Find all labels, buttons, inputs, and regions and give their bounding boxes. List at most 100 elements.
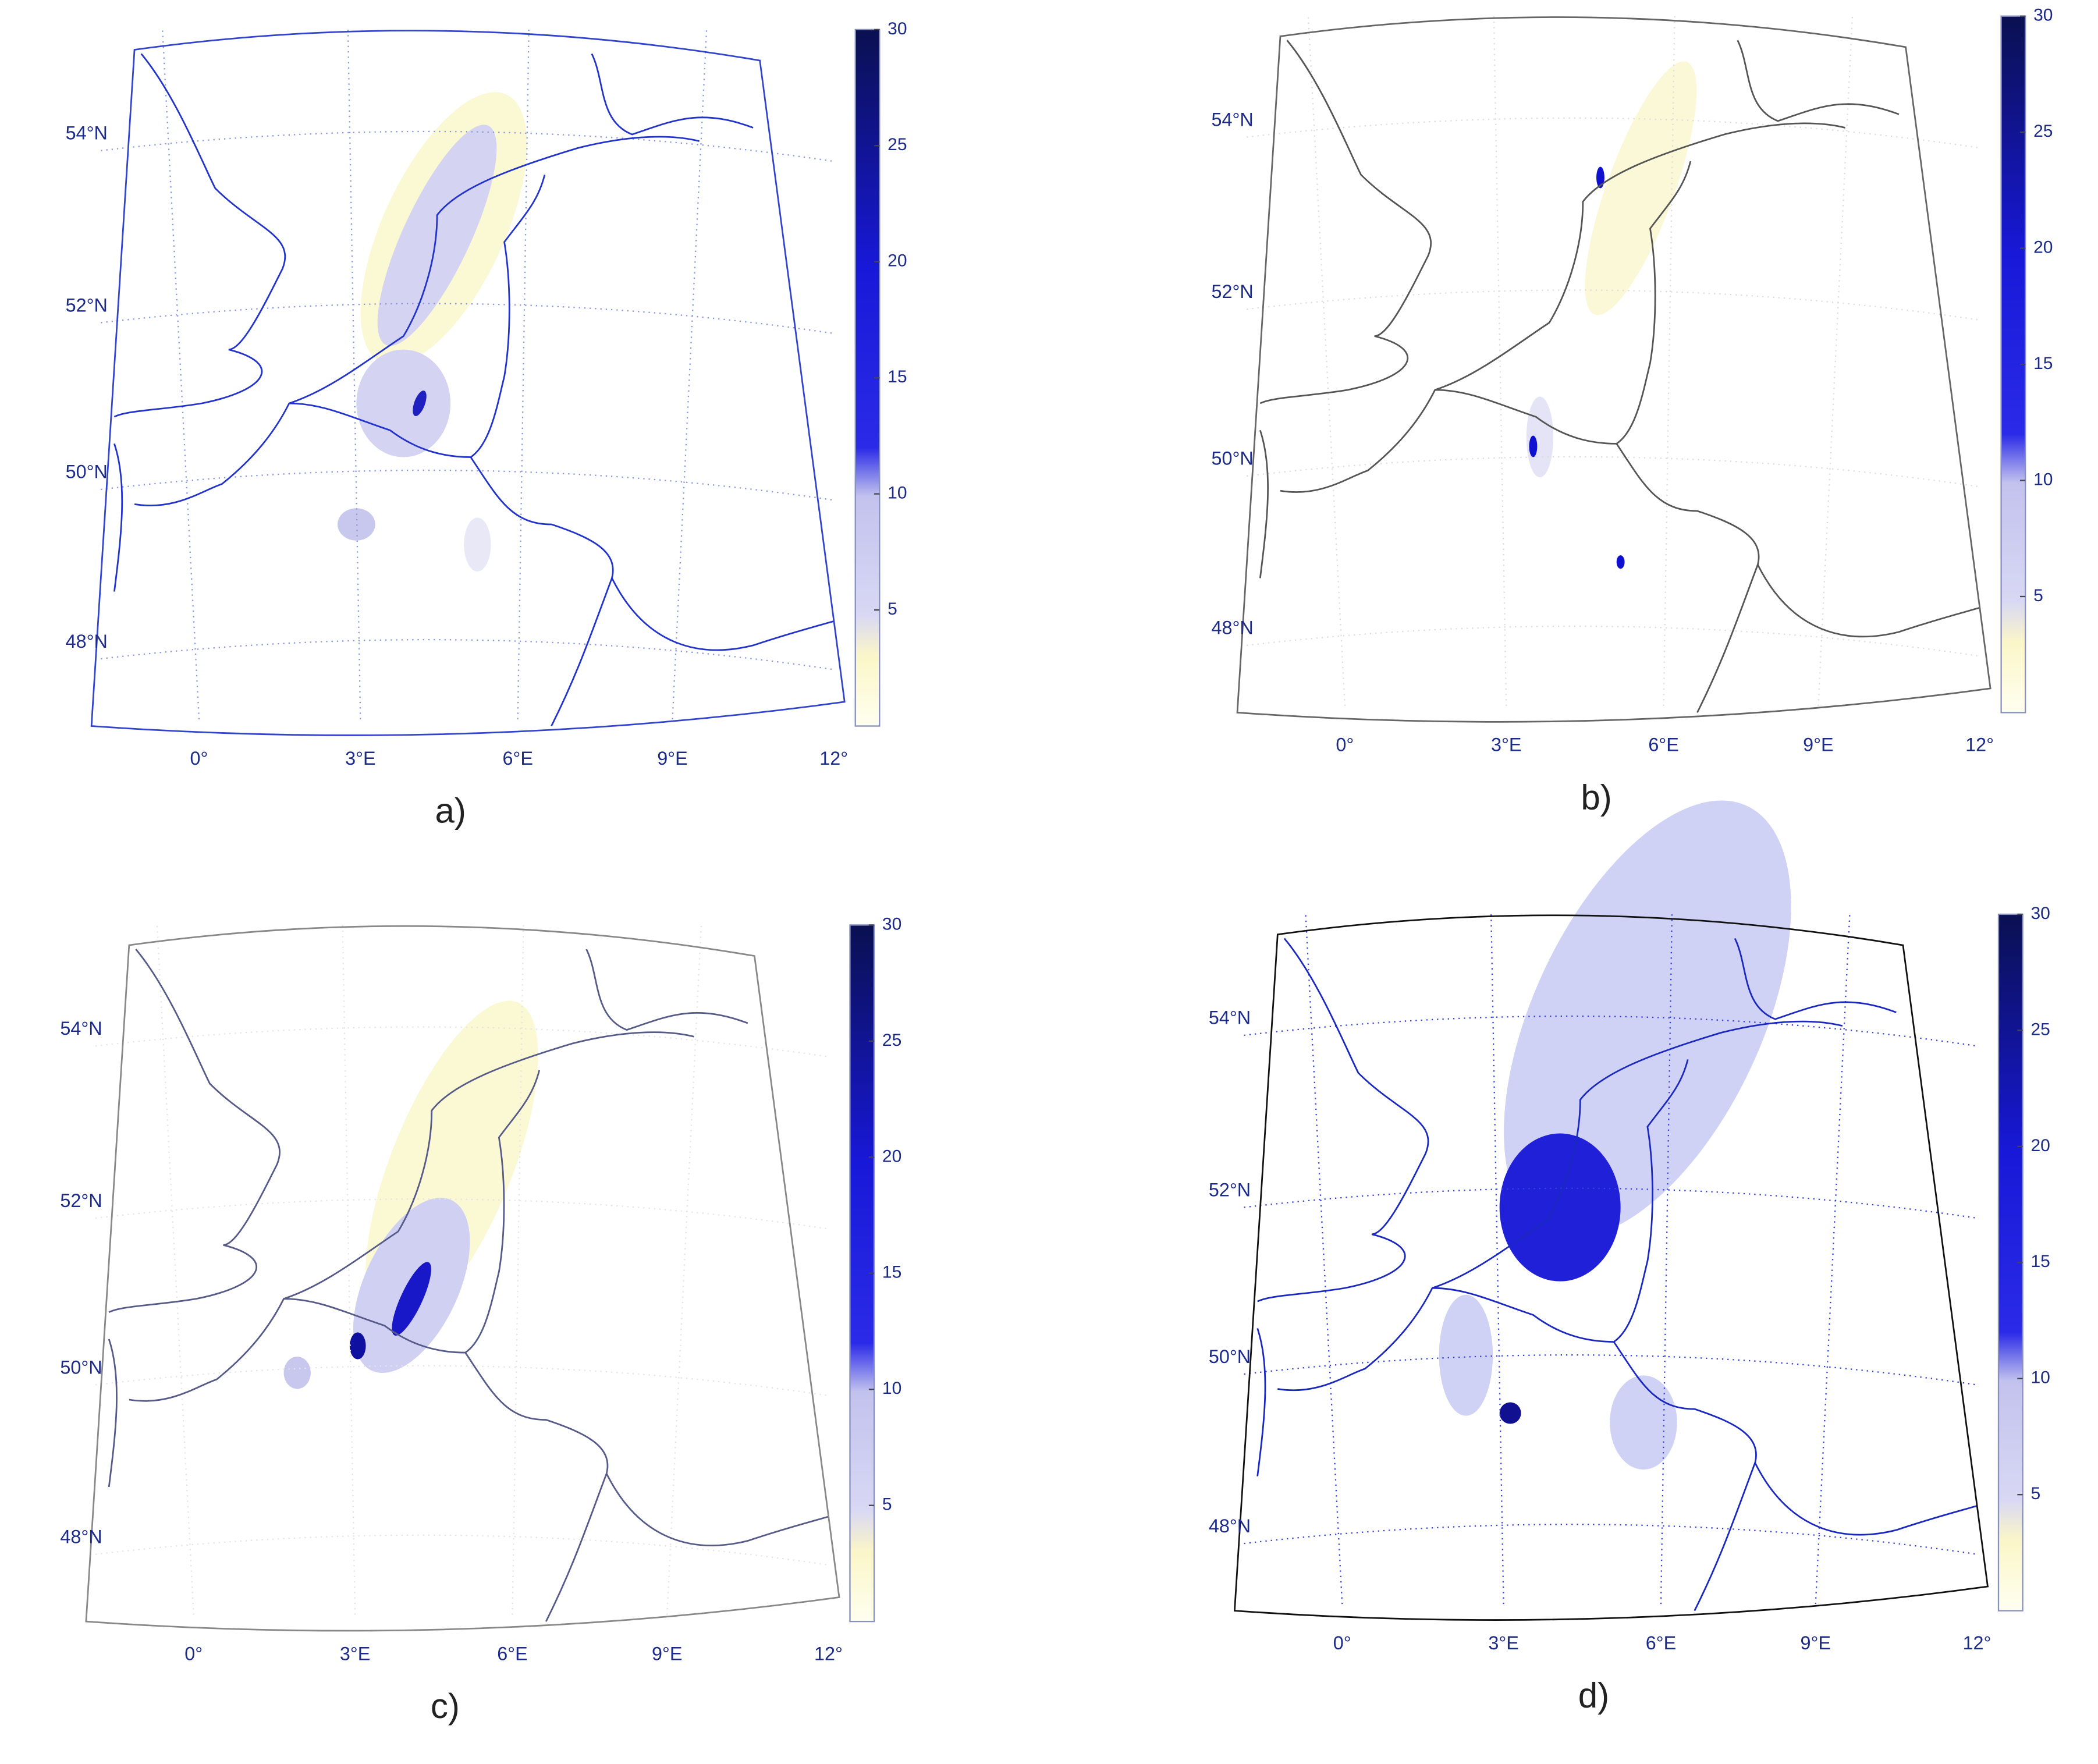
precip-area: [1504, 800, 1791, 1238]
precip-area: [1499, 1133, 1621, 1282]
colorbar-tick-label: 25: [882, 1031, 901, 1050]
precip-area: [413, 391, 427, 417]
lon-label: 0°: [184, 1643, 203, 1664]
lat-label: 48°N: [1212, 617, 1254, 638]
precip-area: [1526, 396, 1554, 478]
lon-label: 9°E: [1800, 1632, 1830, 1653]
map-panel: 54°N 52°N 50°N 48°N 0° 3°E 6°E 9°E 12° 5 10 15 20 25 3…: [1209, 800, 2050, 1715]
colorbar-tick-label: 25: [2033, 122, 2053, 141]
lat-label: 48°N: [60, 1526, 102, 1547]
colorbar-tick-label: 10: [888, 484, 907, 503]
precip-area: [349, 1332, 366, 1360]
grid-line: [101, 638, 834, 670]
lat-label: 52°N: [60, 1190, 102, 1211]
lon-label: 6°E: [497, 1643, 527, 1664]
map-panel: 54°N 52°N 50°N 48°N 0° 3°E 6°E 9°E 12° 5 10 15 20 25 3…: [60, 914, 901, 1726]
colorbar-tick-label: 25: [2030, 1020, 2050, 1039]
lon-label: 12°: [814, 1643, 843, 1664]
precip-area: [1585, 61, 1697, 315]
colorbar-tick-label: 5: [2030, 1484, 2040, 1503]
coastline: [1259, 39, 1981, 714]
grid-line: [161, 27, 200, 720]
precip-area: [1616, 555, 1625, 569]
grid-line: [156, 922, 194, 1615]
precip-area: [338, 508, 375, 541]
lat-label: 54°N: [66, 123, 108, 144]
colorbar-tick-label: 20: [2030, 1136, 2050, 1155]
map-panel: 54°N 52°N 50°N 48°N 0° 3°E 6°E 9°E 12° 5 10 15 20 25 3…: [1212, 6, 2053, 817]
lat-label: 52°N: [1209, 1179, 1251, 1200]
precip-area: [464, 517, 491, 572]
colorbar-tick-label: 30: [888, 19, 907, 38]
colorbar-tick-label: 20: [882, 1147, 901, 1166]
lon-label: 3°E: [1491, 734, 1521, 755]
lon-label: 3°E: [340, 1643, 370, 1664]
grid-line: [1305, 911, 1343, 1605]
colorbar-tick-label: 5: [2033, 586, 2043, 605]
precip-area: [356, 349, 451, 457]
panel-label: b): [1581, 778, 1611, 817]
colorbar-tick-label: 15: [2033, 354, 2053, 373]
lat-label: 48°N: [66, 631, 108, 652]
map-frame: [1236, 16, 1991, 723]
lon-label: 0°: [190, 748, 208, 769]
grid-line: [672, 27, 708, 720]
lon-label: 9°E: [652, 1643, 682, 1664]
colorbar-tick-label: 30: [882, 914, 901, 934]
colorbar-tick-label: 15: [882, 1263, 901, 1282]
grid-line: [101, 469, 834, 501]
grid-line: [1307, 13, 1346, 706]
grid-line: [95, 1365, 829, 1397]
panel-label: a): [435, 792, 466, 830]
lon-label: 12°: [1963, 1632, 1991, 1653]
lat-label: 50°N: [60, 1357, 102, 1378]
grid-line: [1817, 13, 1854, 706]
lat-label: 54°N: [1212, 109, 1254, 130]
lon-label: 6°E: [502, 748, 533, 769]
lon-label: 12°: [1965, 734, 1994, 755]
grid-line: [1244, 1354, 1978, 1386]
colorbar-tick-label: 25: [888, 135, 907, 154]
lat-label: 50°N: [1212, 448, 1254, 469]
lat-label: 54°N: [60, 1018, 102, 1039]
precip-area: [1499, 1402, 1521, 1424]
grid-line: [1244, 1524, 1978, 1555]
lat-label: 52°N: [66, 294, 108, 315]
precip-area: [1529, 435, 1538, 457]
lat-label: 52°N: [1212, 281, 1254, 302]
lon-label: 3°E: [345, 748, 375, 769]
colorbar-tick-label: 5: [888, 599, 897, 619]
map-frame: [85, 925, 840, 1632]
colorbar-tick-label: 30: [2030, 904, 2050, 923]
grid-line: [1247, 117, 1980, 149]
precip-area: [283, 1357, 311, 1389]
lon-label: 3°E: [1488, 1632, 1518, 1653]
colorbar-tick-label: 20: [888, 251, 907, 271]
lon-label: 9°E: [1803, 734, 1833, 755]
map-frame: [90, 30, 846, 736]
precip-area: [377, 125, 497, 346]
grid-line: [1815, 911, 1851, 1605]
precip-area: [1439, 1294, 1493, 1416]
lat-label: 50°N: [1209, 1346, 1251, 1367]
lon-label: 12°: [819, 748, 848, 769]
colorbar-tick-label: 15: [888, 367, 907, 386]
colorbar-tick-label: 20: [2033, 238, 2053, 257]
grid-line: [1247, 456, 1980, 488]
lon-label: 6°E: [1648, 734, 1678, 755]
colorbar-tick-label: 10: [2030, 1368, 2050, 1387]
precip-area: [1610, 1375, 1677, 1470]
precip-area: [392, 1262, 431, 1336]
lat-label: 48°N: [1209, 1515, 1251, 1536]
map-panel: 54°N 52°N 50°N 48°N 0° 3°E 6°E 9°E 12° 5 10 15 20 25 3…: [66, 19, 907, 830]
lon-label: 0°: [1336, 734, 1354, 755]
lat-label: 50°N: [66, 462, 108, 482]
lat-label: 54°N: [1209, 1007, 1251, 1028]
panel-label: d): [1578, 1676, 1609, 1715]
grid-line: [95, 1534, 829, 1566]
colorbar-tick-label: 10: [2033, 470, 2053, 489]
colorbar-tick-label: 10: [882, 1379, 901, 1398]
map-frame: [1233, 914, 1989, 1621]
